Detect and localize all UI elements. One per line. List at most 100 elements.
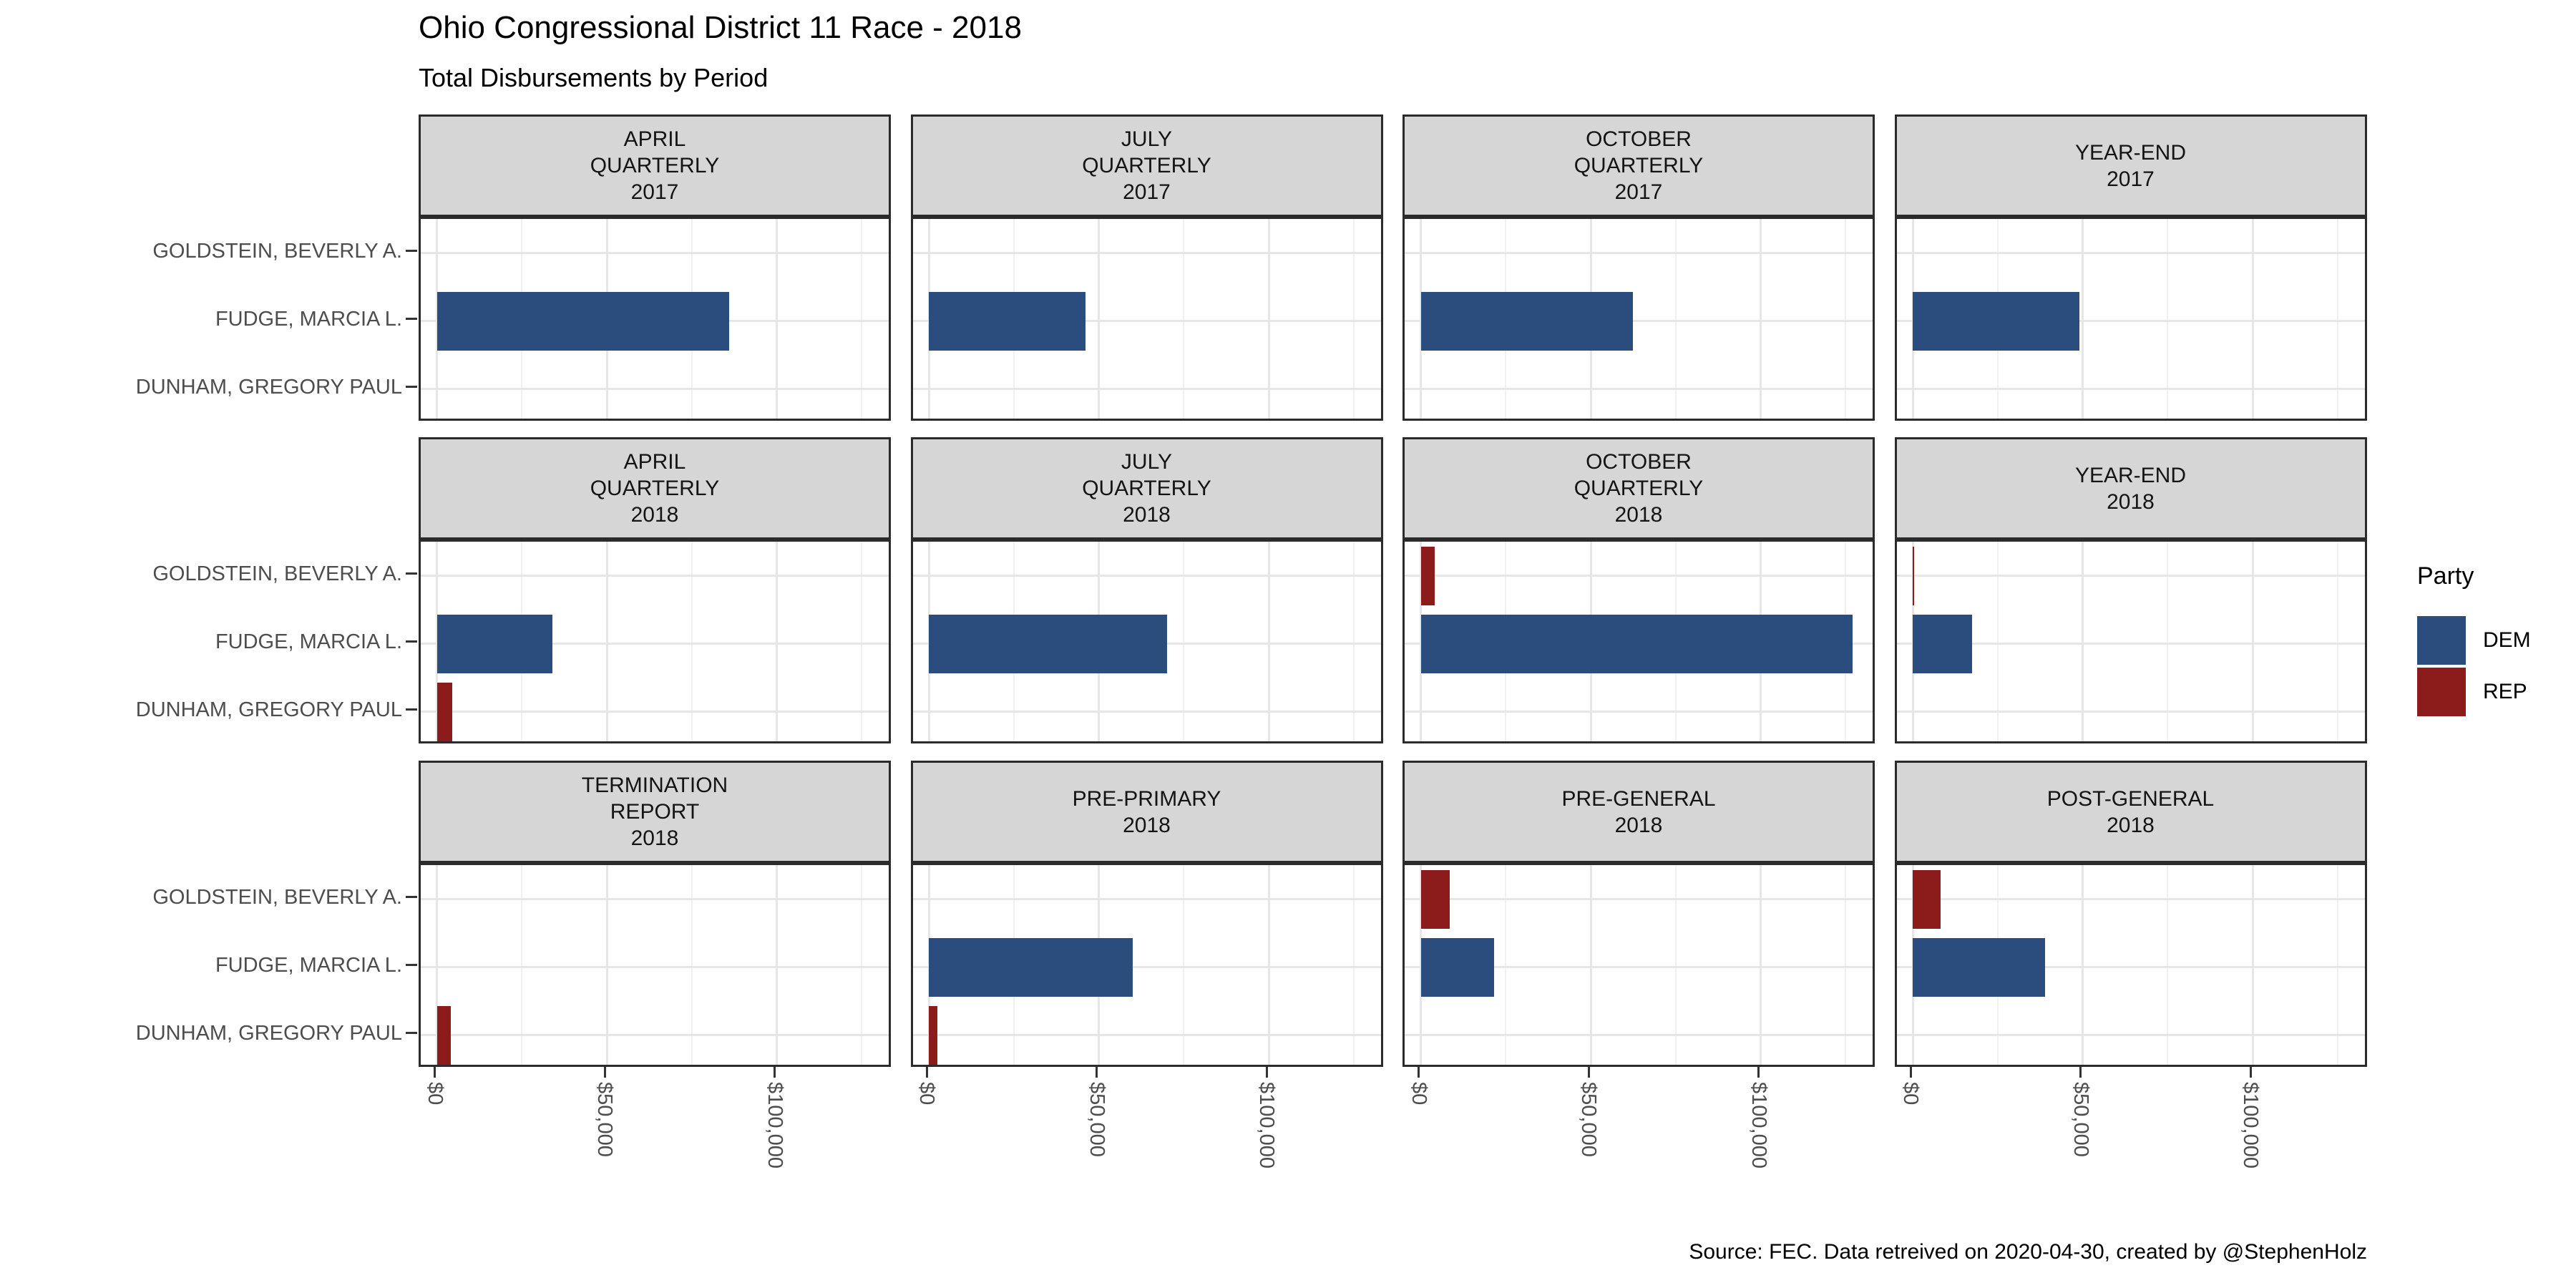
- gridline-major: [1405, 898, 1873, 900]
- gridline-major: [912, 1034, 1381, 1036]
- gridline-major: [1405, 966, 1873, 968]
- x-tick-label: $0: [423, 1082, 447, 1106]
- y-tick: [406, 318, 417, 320]
- x-tick: [1265, 1067, 1268, 1078]
- gridline-major: [776, 542, 778, 741]
- bar-dem: [929, 614, 1167, 673]
- gridline-minor: [861, 219, 863, 419]
- gridline-minor: [1674, 865, 1677, 1065]
- facet-strip: OCTOBER QUARTERLY 2017: [1402, 114, 1875, 217]
- facet-strip: YEAR-END 2017: [1894, 114, 2367, 217]
- bar-rep: [1913, 869, 1941, 929]
- bar-rep: [436, 682, 452, 741]
- facet-strip: OCTOBER QUARTERLY 2018: [1402, 437, 1875, 540]
- gridline-minor: [1505, 865, 1507, 1065]
- x-tick: [434, 1067, 436, 1078]
- gridline-minor: [1674, 219, 1677, 419]
- source-caption: Source: FEC. Data retreived on 2020-04-3…: [1689, 1240, 2367, 1264]
- x-tick: [925, 1067, 928, 1078]
- y-tick: [406, 708, 417, 711]
- gridline-major: [421, 388, 889, 390]
- y-tick: [406, 896, 417, 898]
- gridline-minor: [691, 865, 693, 1065]
- gridline-minor: [1996, 542, 1999, 741]
- y-tick: [406, 640, 417, 643]
- gridline-major: [2082, 219, 2084, 419]
- bar-dem: [1420, 291, 1634, 351]
- gridline-major: [1896, 966, 2365, 968]
- gridline-major: [1405, 711, 1873, 713]
- gridline-major: [2251, 542, 2254, 741]
- y-axis-label: GOLDSTEIN, BEVERLY A.: [152, 885, 402, 909]
- facet-strip: PRE-GENERAL 2018: [1402, 761, 1875, 863]
- facet-panel: [910, 863, 1383, 1067]
- x-tick-label: $100,000: [1255, 1082, 1278, 1169]
- gridline-major: [1896, 1034, 2365, 1036]
- gridline-minor: [2336, 219, 2338, 419]
- gridline-major: [912, 711, 1381, 713]
- gridline-major: [421, 1034, 889, 1036]
- gridline-major: [605, 865, 608, 1065]
- legend-label-dem: DEM: [2483, 628, 2531, 652]
- gridline-minor: [1183, 865, 1185, 1065]
- gridline-minor: [2336, 542, 2338, 741]
- y-axis-label: DUNHAM, GREGORY PAUL: [135, 1021, 402, 1045]
- gridline-major: [912, 320, 1381, 322]
- facet-panel: [910, 540, 1383, 743]
- chart-title: Ohio Congressional District 11 Race - 20…: [419, 10, 1022, 45]
- bar-rep: [1420, 869, 1450, 929]
- y-tick: [406, 964, 417, 966]
- gridline-major: [605, 542, 608, 741]
- x-tick-label: $100,000: [2239, 1082, 2262, 1169]
- gridline-minor: [691, 542, 693, 741]
- legend-item-rep: REP: [2417, 668, 2531, 716]
- legend: Party DEM REP: [2417, 562, 2531, 719]
- gridline-minor: [2167, 219, 2169, 419]
- bar-dem: [1420, 614, 1853, 673]
- bar-rep: [1913, 546, 1914, 605]
- gridline-major: [2251, 219, 2254, 419]
- gridline-major: [2082, 865, 2084, 1065]
- gridline-major: [1098, 219, 1100, 419]
- gridline-major: [1405, 1034, 1873, 1036]
- x-tick: [1096, 1067, 1098, 1078]
- gridline-major: [1267, 219, 1270, 419]
- bar-dem: [436, 614, 552, 673]
- chart-subtitle: Total Disbursements by Period: [419, 63, 769, 92]
- facet-strip: JULY QUARTERLY 2018: [910, 437, 1383, 540]
- facet-panel: [419, 863, 891, 1067]
- gridline-major: [421, 711, 889, 713]
- x-tick-label: $50,000: [1085, 1082, 1108, 1157]
- gridline-major: [421, 252, 889, 254]
- y-tick: [406, 250, 417, 252]
- x-tick: [1757, 1067, 1760, 1078]
- facet-panel: [1402, 217, 1875, 421]
- gridline-major: [912, 575, 1381, 577]
- gridline-major: [912, 388, 1381, 390]
- bar-dem: [436, 291, 729, 351]
- bar-dem: [1913, 937, 2046, 997]
- gridline-major: [1405, 320, 1873, 322]
- facet-strip: YEAR-END 2018: [1894, 437, 2367, 540]
- y-axis-label: FUDGE, MARCIA L.: [215, 953, 402, 977]
- gridline-major: [1896, 252, 2365, 254]
- facet-strip: APRIL QUARTERLY 2017: [419, 114, 891, 217]
- facet-panel: [1402, 540, 1875, 743]
- gridline-minor: [1845, 865, 1847, 1065]
- gridline-major: [421, 966, 889, 968]
- facet-strip: JULY QUARTERLY 2017: [910, 114, 1383, 217]
- gridline-major: [1896, 575, 2365, 577]
- facet-strip: TERMINATION REPORT 2018: [419, 761, 891, 863]
- gridline-major: [776, 219, 778, 419]
- gridline-major: [912, 898, 1381, 900]
- gridline-major: [1896, 898, 2365, 900]
- facet-panel: [1894, 863, 2367, 1067]
- x-tick-label: $0: [1407, 1082, 1430, 1106]
- gridline-minor: [1183, 219, 1185, 419]
- bar-dem: [1913, 291, 2079, 351]
- gridline-major: [421, 575, 889, 577]
- x-tick-label: $50,000: [1577, 1082, 1600, 1157]
- gridline-minor: [2167, 542, 2169, 741]
- gridline-minor: [861, 865, 863, 1065]
- x-tick-label: $100,000: [763, 1082, 786, 1169]
